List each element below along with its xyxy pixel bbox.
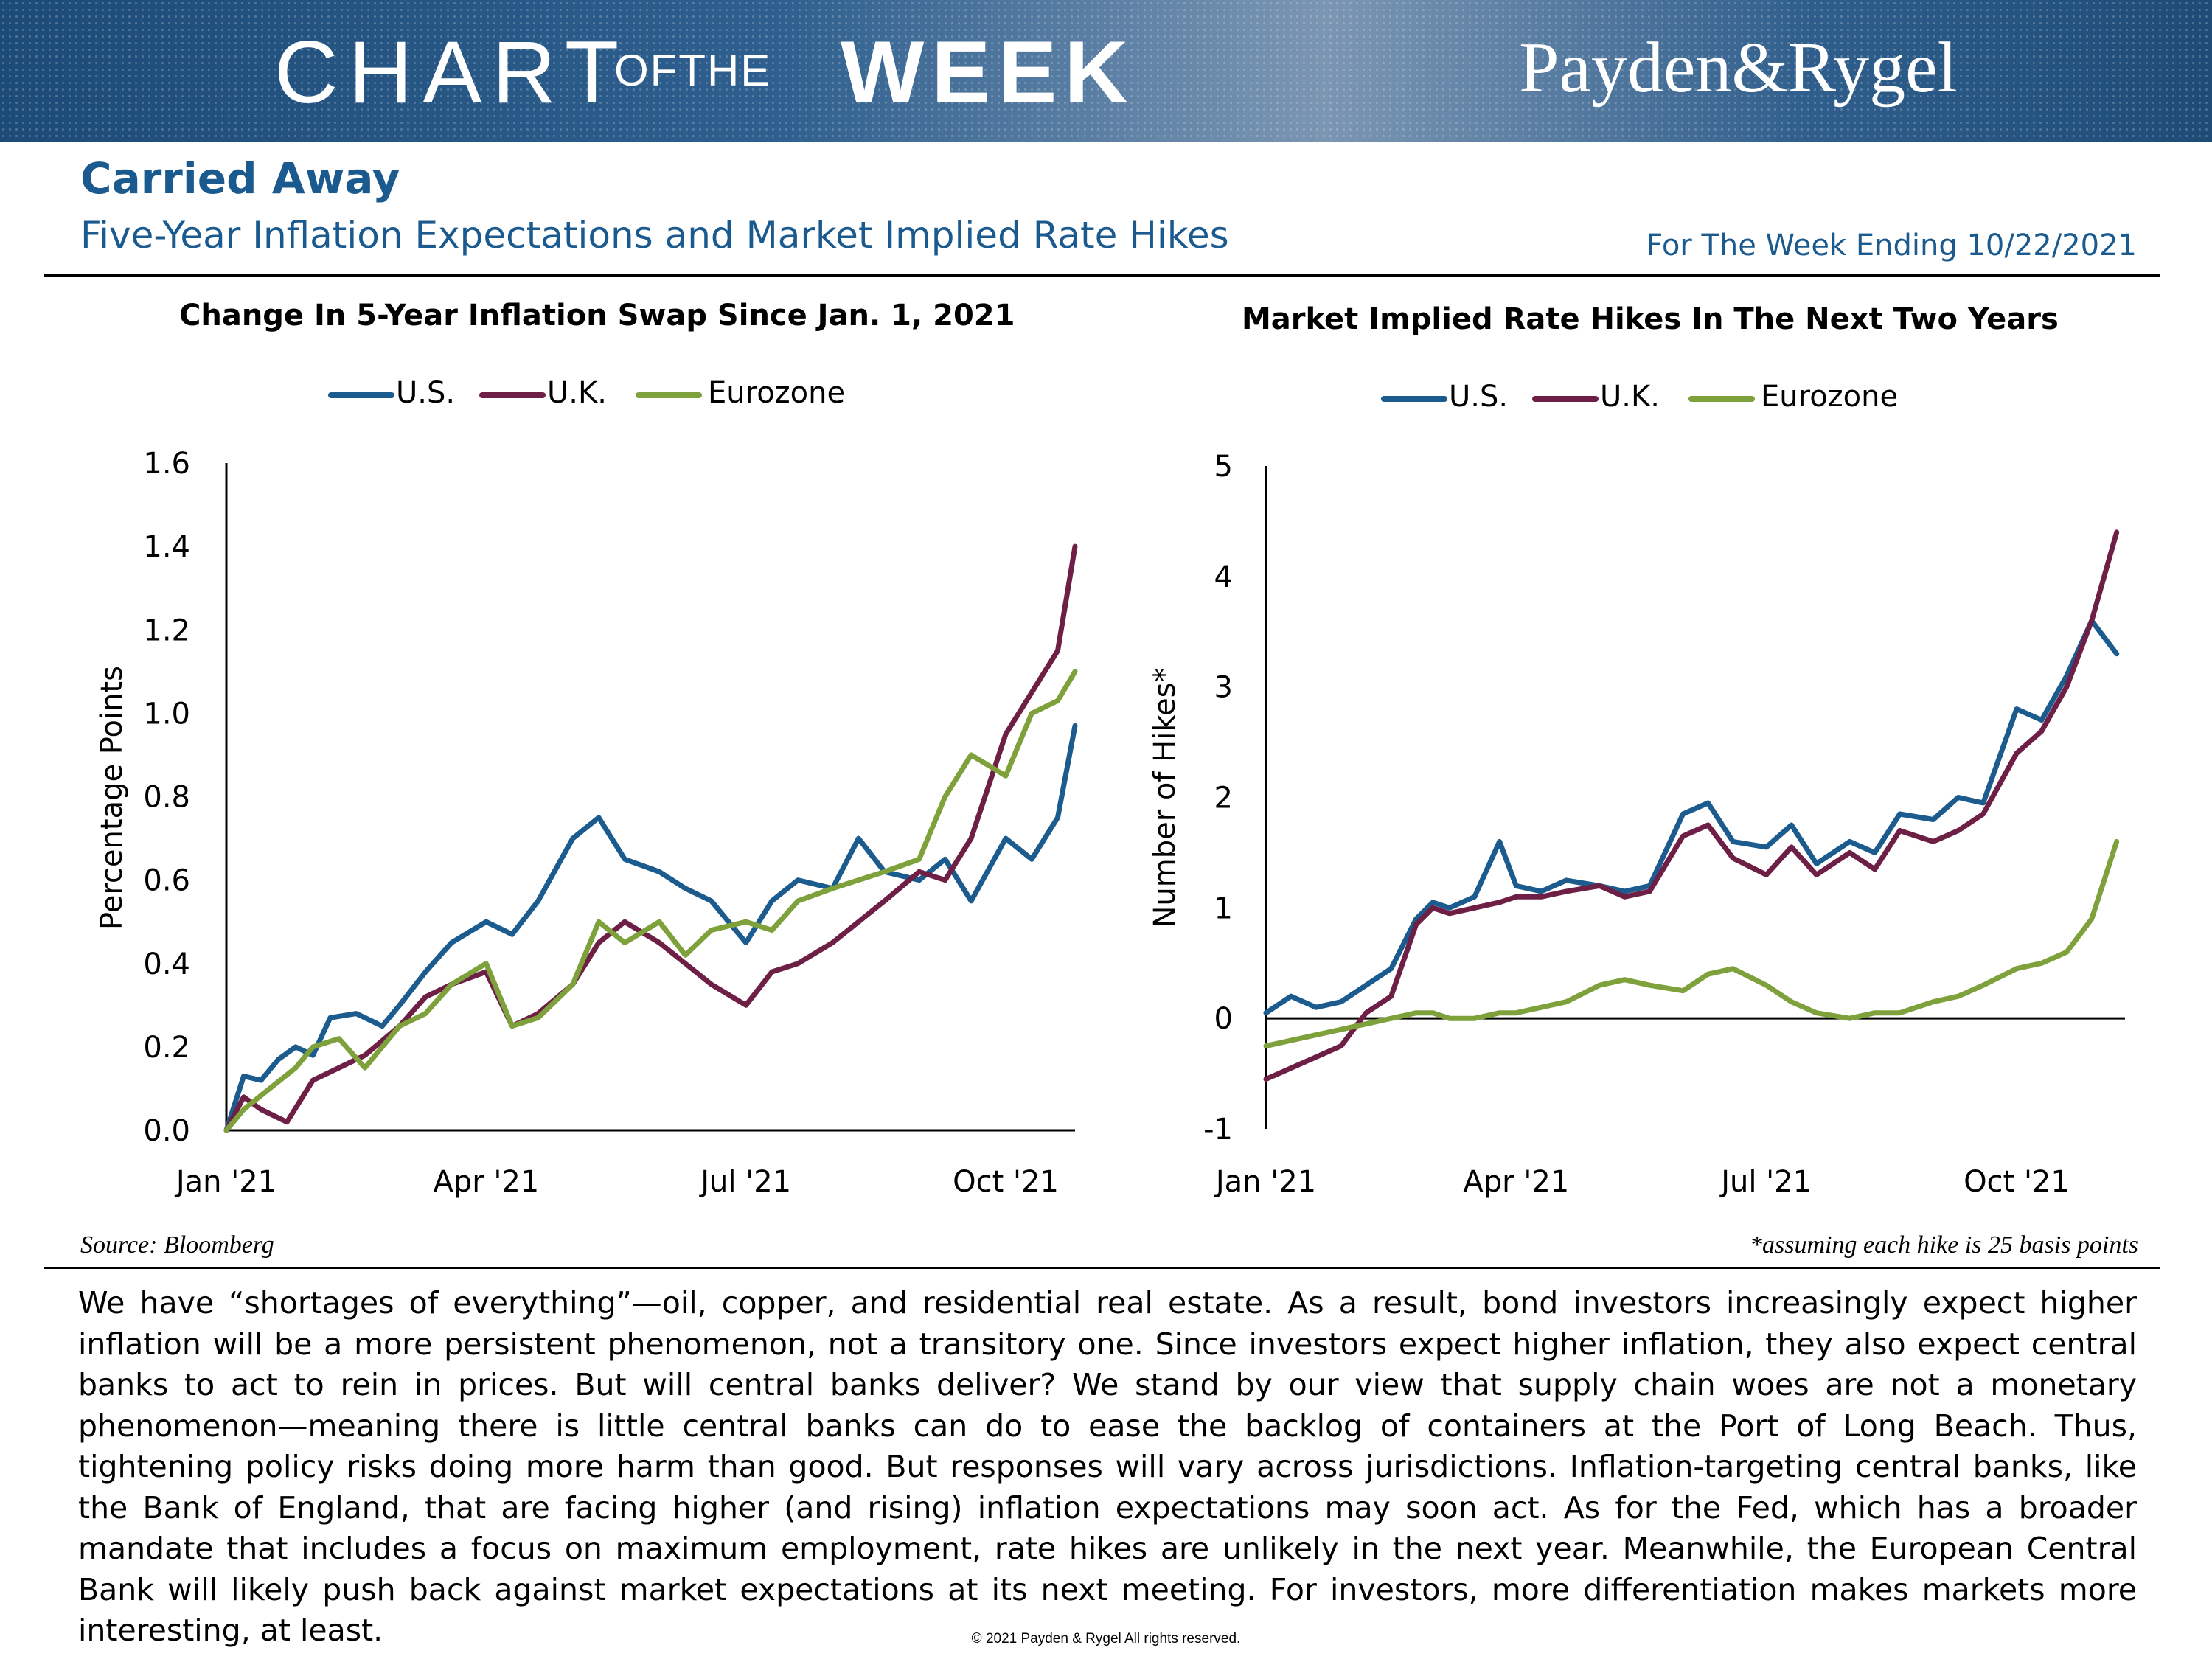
chart2-y-tick-label: 0: [1214, 1002, 1233, 1036]
legend-label-us: U.S.: [1449, 380, 1509, 414]
brand-chart-word: CHART: [274, 23, 630, 122]
chart2-series-us-line: [1263, 618, 2120, 1016]
chart1-y-tick-label: 1.6: [143, 447, 190, 481]
hike-footnote: *assuming each hike is 25 basis points: [1750, 1231, 2138, 1259]
legend-swatch-eurozone: [1688, 396, 1755, 402]
body-divider: [44, 1267, 2160, 1269]
chart2-x-tick-label: Jan '21: [1214, 1165, 1316, 1199]
chart1-y-tick-label: 0.8: [143, 781, 190, 815]
chart1-y-tick-label: 1.0: [143, 697, 190, 731]
legend-swatch-uk: [1532, 396, 1599, 402]
company-logo: Payden&Rygel: [1519, 28, 1958, 108]
brand-ofthe-word: OFTHE: [614, 46, 772, 95]
legend-label-eurozone: Eurozone: [1761, 380, 1899, 414]
source-note: Source: Bloomberg: [80, 1231, 274, 1259]
chart2-y-tick-label: 1: [1214, 891, 1233, 925]
chart1-x-tick-label: Jul '21: [698, 1165, 791, 1199]
chart2-x-tick-label: Oct '21: [1964, 1165, 2070, 1199]
chart1-y-tick-label: 0.2: [143, 1031, 190, 1065]
header-divider: [44, 274, 2160, 277]
legend-label-uk: U.K.: [1600, 380, 1660, 414]
header-banner: CHART OFTHE WEEK Payden&Rygel: [0, 0, 2212, 142]
commentary-paragraph: We have “shortages of everything”—oil, c…: [78, 1285, 2137, 1648]
chart2-y-tick-label: 3: [1214, 671, 1233, 705]
chart1-legend: U.S. U.K. Eurozone: [328, 376, 846, 411]
page-subtitle: Five-Year Inflation Expectations and Mar…: [80, 214, 1229, 257]
page-headline: Carried Away: [80, 153, 400, 204]
banner-dot-pattern: [0, 0, 2212, 142]
legend-swatch-uk: [479, 392, 546, 398]
chart2-y-axis-title: Number of Hikes*: [1148, 667, 1182, 928]
legend-swatch-eurozone: [636, 392, 702, 398]
chart2-x-tick-label: Apr '21: [1463, 1165, 1569, 1199]
legend-swatch-us: [328, 392, 394, 398]
chart2-y-tick-label: 5: [1214, 450, 1233, 484]
chart1-x-tick-label: Oct '21: [953, 1165, 1059, 1199]
chart1-y-tick-label: 1.4: [143, 530, 190, 564]
chart1-series-us-line: [223, 723, 1078, 1133]
chart2-y-tick-label: -1: [1203, 1113, 1233, 1147]
legend-label-eurozone: Eurozone: [708, 376, 846, 410]
chart1-x-tick-label: Jan '21: [174, 1165, 276, 1199]
chart2-y-tick-label: 4: [1214, 560, 1233, 594]
legend-swatch-us: [1381, 396, 1447, 402]
chart2-series-eurozone-line: [1263, 838, 2120, 1049]
week-ending-date: For The Week Ending 10/22/2021: [1646, 229, 2137, 262]
chart2-y-tick-label: 2: [1214, 782, 1233, 815]
chart1-y-axis-title: Percentage Points: [95, 666, 129, 930]
brand-week-word: WEEK: [841, 23, 1135, 122]
chart1-y-tick-label: 0.4: [143, 947, 190, 981]
charts-canvas: 0.0 0.2 0.4 0.6 0.8 1.0 1.2 1.4 1.6 Jan '21 Apr '2…: [95, 447, 2125, 1199]
chart1-title: Change In 5-Year Inflation Swap Since Ja…: [179, 299, 1015, 333]
legend-label-uk: U.K.: [547, 376, 607, 410]
chart1-series-uk-line: [223, 543, 1078, 1133]
chart1-y-tick-label: 0.6: [143, 864, 190, 898]
chart2-series-uk-line: [1263, 529, 2120, 1082]
legend-label-us: U.S.: [396, 376, 456, 410]
chart2-title: Market Implied Rate Hikes In The Next Tw…: [1242, 302, 2059, 336]
chart2-x-tick-label: Jul '21: [1719, 1165, 1812, 1199]
chart1-x-tick-label: Apr '21: [433, 1165, 539, 1199]
chart1-y-tick-label: 0.0: [143, 1114, 190, 1148]
chart1-series-eurozone-line: [223, 669, 1078, 1133]
copyright-notice: © 2021 Payden & Rygel All rights reserve…: [971, 1631, 1241, 1646]
chart1-y-tick-label: 1.2: [143, 613, 190, 647]
chart2-legend: U.S. U.K. Eurozone: [1381, 380, 1899, 415]
